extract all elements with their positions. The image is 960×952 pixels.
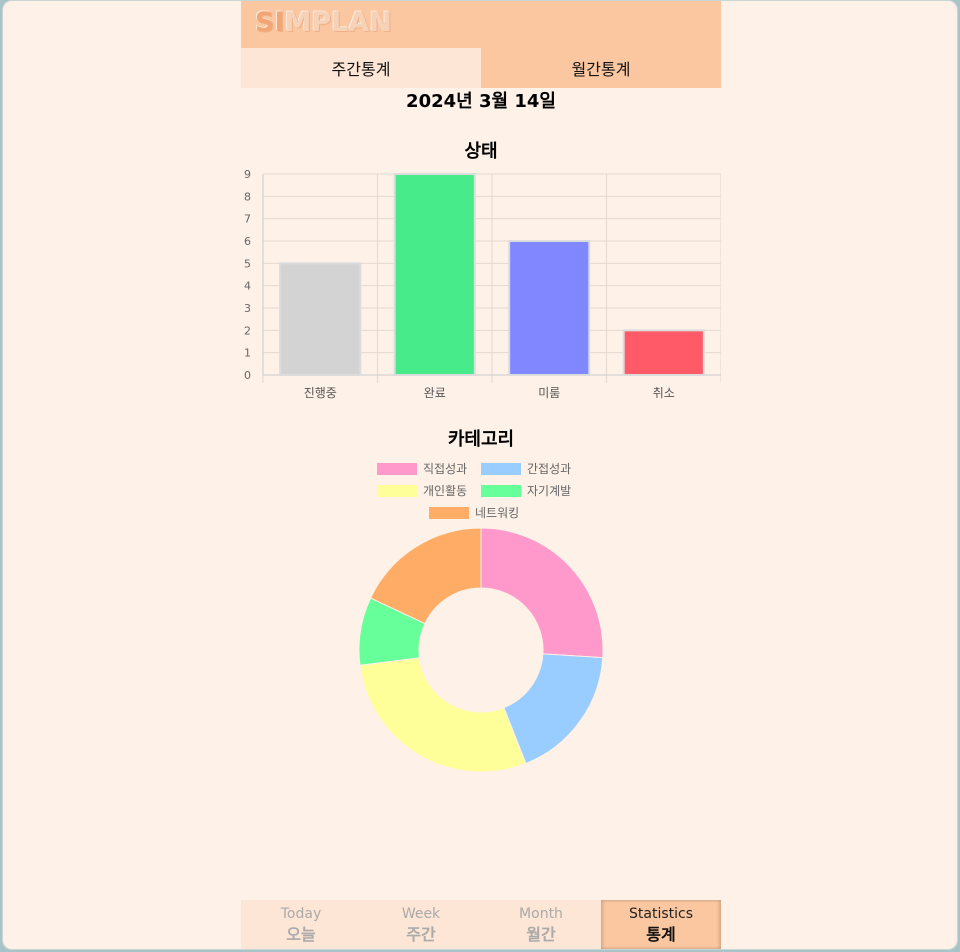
nav-month[interactable]: Month 월간	[481, 900, 601, 949]
y-tick-label: 3	[244, 302, 251, 315]
tab-weekly-stats[interactable]: 주간통계	[241, 48, 481, 88]
bar-완료[interactable]	[393, 173, 476, 376]
nav-week[interactable]: Week 주간	[361, 900, 481, 949]
legend-item[interactable]: 네트워킹	[429, 504, 519, 521]
legend-item[interactable]: 개인활동	[377, 482, 467, 499]
logo-part2: MPLAN	[284, 7, 392, 38]
y-tick-label: 0	[244, 369, 251, 382]
nav-today-en: Today	[280, 905, 322, 922]
y-tick-label: 4	[244, 280, 251, 293]
nav-statistics-ko: 통계	[646, 924, 676, 944]
legend-swatch	[377, 484, 417, 497]
y-tick-label: 9	[244, 168, 251, 181]
legend-label: 자기계발	[527, 484, 572, 498]
y-tick-label: 8	[244, 190, 251, 203]
status-chart-title: 상태	[464, 141, 498, 162]
doughnut-slice-개인활동[interactable]	[359, 657, 527, 773]
nav-week-ko: 주간	[406, 924, 436, 944]
y-tick-label: 1	[244, 347, 251, 360]
x-tick-label: 진행중	[304, 385, 337, 400]
nav-today[interactable]: Today 오늘	[241, 900, 361, 949]
y-tick-label: 5	[244, 257, 251, 270]
nav-month-en: Month	[519, 905, 563, 922]
header-bar: SIMPLAN	[241, 1, 721, 48]
legend-item[interactable]: 간접성과	[481, 460, 571, 477]
nav-month-ko: 월간	[526, 924, 556, 944]
x-tick-label: 미룸	[538, 386, 560, 400]
status-bar-chart: 0 1 2 3 4 5 6 7 8 9 진행중 완료 미룸 취소	[244, 168, 721, 400]
stats-tabs: 주간통계 월간통계	[241, 48, 721, 88]
current-date: 2024년 3월 14일	[406, 91, 556, 112]
bar-미룸[interactable]	[508, 240, 591, 376]
legend-swatch	[481, 484, 521, 497]
y-tick-label: 7	[244, 213, 251, 226]
legend-label: 개인활동	[423, 484, 468, 498]
category-chart-title: 카테고리	[447, 429, 515, 450]
nav-statistics-en: Statistics	[629, 905, 693, 922]
nav-week-en: Week	[401, 905, 441, 922]
legend-swatch	[377, 462, 417, 475]
legend-label: 간접성과	[527, 462, 572, 476]
category-doughnut-chart	[358, 527, 604, 773]
legend-item[interactable]: 자기계발	[481, 482, 571, 499]
bottom-navigation: Today 오늘 Week 주간 Month 월간 Statistics 통계	[241, 900, 721, 949]
logo-part1: SI	[255, 7, 285, 38]
legend-label: 직접성과	[423, 462, 468, 476]
legend-item[interactable]: 직접성과	[377, 460, 467, 477]
bar-취소[interactable]	[622, 329, 705, 376]
nav-statistics[interactable]: Statistics 통계	[601, 900, 721, 949]
x-tick-label: 취소	[653, 386, 675, 400]
legend-swatch	[481, 462, 521, 475]
y-tick-label: 6	[244, 235, 251, 248]
legend-label: 네트워킹	[475, 506, 520, 520]
nav-today-ko: 오늘	[286, 924, 316, 944]
tab-monthly-stats[interactable]: 월간통계	[481, 48, 721, 88]
simplan-logo[interactable]: SIMPLAN	[255, 7, 392, 38]
bar-진행중[interactable]	[279, 262, 362, 376]
x-tick-label: 완료	[424, 386, 446, 400]
doughnut-slice-직접성과[interactable]	[480, 527, 604, 659]
y-tick-label: 2	[244, 324, 251, 337]
doughnut-slice-네트워킹[interactable]	[369, 527, 482, 625]
legend-swatch	[429, 506, 469, 519]
